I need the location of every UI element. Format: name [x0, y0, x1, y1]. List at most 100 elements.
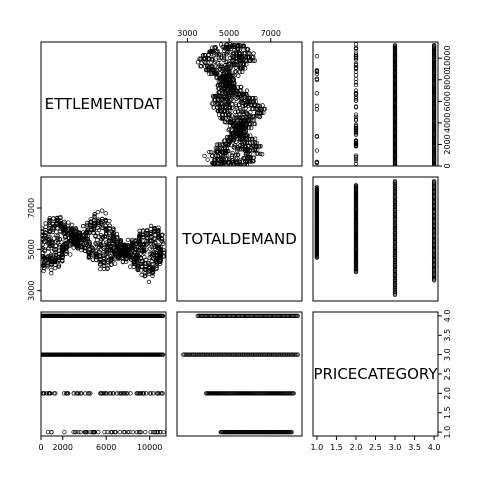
data-point	[214, 94, 219, 99]
data-point	[231, 61, 236, 66]
data-point	[121, 242, 127, 248]
data-point	[230, 73, 235, 78]
data-point	[222, 119, 228, 125]
data-point	[233, 93, 238, 98]
data-point	[155, 255, 160, 260]
data-point	[93, 251, 98, 257]
data-point	[238, 65, 243, 71]
data-point	[236, 73, 241, 78]
data-point	[149, 238, 154, 243]
data-point	[225, 87, 231, 92]
data-point	[63, 238, 68, 243]
data-point	[120, 255, 125, 260]
data-point	[64, 391, 69, 396]
data-point	[76, 391, 81, 396]
data-point	[82, 429, 87, 435]
data-point	[92, 215, 97, 220]
data-point	[129, 243, 135, 248]
data-point	[160, 239, 165, 244]
data-point	[107, 218, 112, 224]
data-point	[116, 254, 121, 260]
data-point	[197, 56, 202, 61]
data-point	[95, 237, 100, 243]
data-point	[105, 429, 110, 435]
data-point	[220, 116, 225, 121]
data-point	[106, 244, 111, 249]
data-point	[61, 243, 66, 248]
top_1-tick-label: 5000	[219, 29, 239, 38]
data-point	[103, 226, 108, 231]
data-point	[242, 61, 247, 67]
data-point	[217, 71, 222, 76]
data-point	[62, 429, 67, 435]
data-point	[92, 223, 98, 228]
data-point	[125, 429, 130, 435]
data-point	[228, 161, 234, 166]
data-point	[247, 154, 252, 160]
data-point	[80, 233, 85, 238]
data-point	[147, 264, 152, 270]
data-point	[158, 254, 163, 259]
data-point	[159, 391, 164, 396]
data-point	[62, 235, 68, 240]
data-point	[255, 151, 261, 156]
data-point	[206, 57, 211, 62]
data-point	[159, 250, 164, 255]
data-point	[45, 264, 50, 269]
data-point	[353, 76, 359, 82]
data-point	[74, 391, 79, 396]
data-point	[250, 137, 255, 142]
data-point	[227, 105, 232, 111]
data-point	[314, 77, 320, 82]
data-point	[63, 251, 69, 256]
data-point	[255, 103, 261, 109]
data-point	[251, 58, 256, 64]
data-point	[291, 391, 296, 396]
data-point	[79, 391, 84, 396]
data-point	[353, 96, 359, 101]
data-point	[240, 163, 246, 166]
data-point	[227, 111, 232, 117]
data-point	[232, 69, 237, 75]
data-point	[392, 181, 398, 186]
data-point	[142, 274, 148, 279]
data-point	[143, 267, 148, 272]
data-point	[392, 42, 398, 48]
data-point	[110, 237, 116, 242]
data-point	[229, 152, 235, 158]
data-point	[146, 269, 151, 275]
data-point	[218, 78, 223, 84]
data-point	[120, 252, 125, 258]
data-point	[353, 124, 359, 129]
data-point	[353, 161, 359, 166]
data-point	[143, 261, 149, 266]
data-point	[234, 55, 239, 60]
points-demand-vs-category	[314, 178, 437, 297]
data-point	[147, 251, 152, 256]
data-point	[242, 129, 247, 134]
data-point	[250, 159, 255, 164]
data-point	[230, 44, 235, 49]
data-point	[219, 85, 224, 91]
data-point	[226, 61, 232, 66]
panel-frame-r2-c0	[40, 311, 167, 437]
data-point	[353, 94, 359, 99]
bottom_0-tick-label: 10000	[137, 443, 162, 452]
data-point	[160, 232, 165, 237]
data-point	[108, 262, 114, 267]
data-point	[128, 254, 133, 259]
data-point	[224, 65, 229, 70]
data-point	[353, 126, 359, 131]
data-point	[55, 233, 60, 238]
points-category-vs-date	[41, 313, 166, 435]
data-point	[130, 241, 135, 247]
right_0-tick-label: 0	[443, 163, 452, 168]
right_0-tick-label: 4000	[443, 113, 452, 133]
data-point	[41, 391, 46, 396]
data-point	[100, 225, 105, 230]
data-point	[62, 223, 67, 229]
data-point	[86, 253, 91, 258]
data-point	[140, 228, 146, 233]
bottom_2-tick-label: 3.0	[389, 443, 402, 452]
bottom_2-tick-label: 1.5	[330, 443, 343, 452]
